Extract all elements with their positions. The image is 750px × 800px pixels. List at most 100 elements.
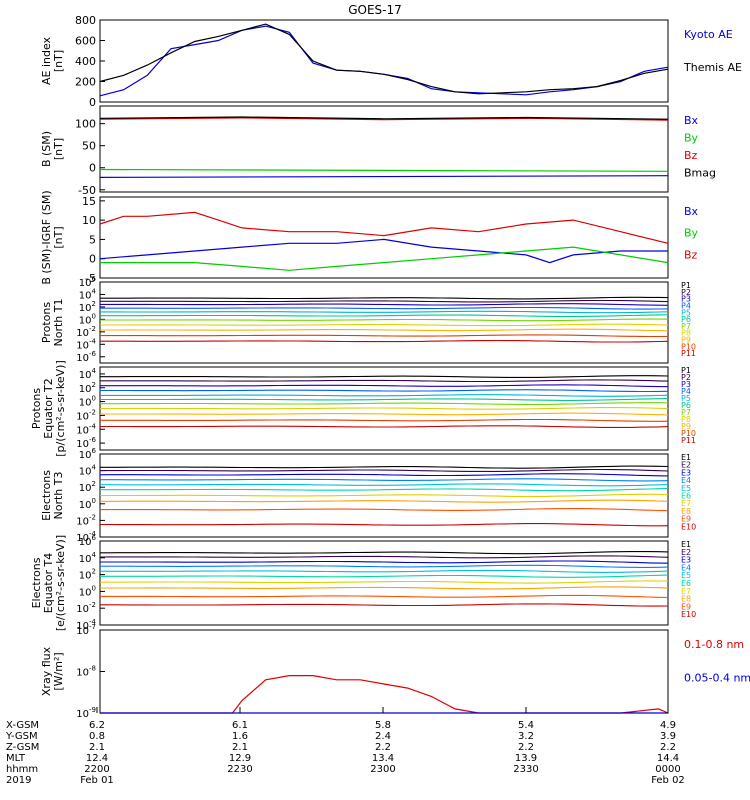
axis-row-value: 6.1 — [232, 720, 248, 731]
y-tick-exponent: 0 — [92, 584, 96, 592]
axis-row-value: 12.9 — [229, 753, 251, 764]
channel-p1 — [100, 375, 669, 378]
legend-bmag: Bmag — [684, 167, 716, 180]
y-tick-exponent: -2 — [89, 325, 96, 333]
legend-e6: E6 — [681, 579, 691, 588]
axis-row-value: 2330 — [513, 764, 538, 775]
channel-p4 — [100, 389, 669, 393]
y-tick-exponent: -2 — [89, 513, 96, 521]
legend-e9: E9 — [681, 602, 691, 611]
y-axis-label: ElectronsNorth T3 — [40, 470, 65, 521]
y-tick-exponent: -7 — [89, 623, 96, 631]
y-tick-exponent: 4 — [92, 464, 97, 472]
y-tick-label: 100 — [79, 497, 96, 511]
y-tick-label: 10-4 — [76, 422, 96, 436]
y-tick-label: 0 — [89, 253, 96, 266]
axis-row-value: 3.9 — [660, 731, 676, 742]
legend-by: By — [684, 132, 699, 145]
axis-row-value: 1.6 — [232, 731, 248, 742]
legend-e5: E5 — [681, 571, 691, 580]
channel-p3 — [100, 303, 669, 306]
channel-p5 — [100, 310, 669, 314]
legend-e1: E1 — [681, 453, 691, 462]
y-tick-exponent: 2 — [92, 568, 96, 576]
axis-row-value: 13.4 — [372, 753, 394, 764]
panel-frame — [99, 629, 669, 714]
legend-themis-ae: Themis AE — [683, 61, 742, 74]
channel-e1 — [100, 465, 669, 469]
channel-p6 — [100, 398, 669, 401]
axis-row-value: 0000 — [655, 764, 680, 775]
plot-title: GOES-17 — [348, 3, 402, 17]
y-tick-label: 15 — [82, 195, 96, 208]
axis-row-value: 13.9 — [515, 753, 537, 764]
legend-e3: E3 — [681, 556, 691, 565]
y-tick-exponent: 0 — [92, 395, 96, 403]
channel-p11 — [100, 425, 669, 428]
legend-p1: P1 — [681, 281, 691, 290]
legend-p8: P8 — [681, 415, 691, 424]
y-tick-label: 100 — [79, 584, 96, 598]
channel-e9 — [100, 594, 669, 599]
legend-p4: P4 — [681, 387, 691, 396]
y-axis-label-line: Equator T4 — [42, 553, 55, 613]
y-tick-label: 10-2 — [76, 408, 96, 422]
y-tick-exponent: 6 — [92, 534, 97, 542]
y-tick-exponent: 2 — [92, 300, 96, 308]
y-axis-label-line: [nT] — [52, 50, 65, 72]
y-tick-label: 106 — [79, 447, 97, 461]
panel-frame — [99, 540, 669, 626]
y-tick-label: 5 — [89, 233, 96, 246]
channel-p10 — [100, 418, 669, 422]
y-axis-label-line: [p/(cm²-s-sr-keV)] — [54, 360, 67, 457]
y-tick-exponent: 2 — [92, 381, 96, 389]
channel-p10 — [100, 334, 669, 338]
y-tick-exponent: -4 — [89, 618, 97, 626]
axis-row-value: 2.4 — [375, 731, 391, 742]
y-tick-label: 800 — [75, 14, 96, 27]
y-axis-label-line: [W/m²] — [52, 652, 65, 690]
axis-row-value: 14.4 — [657, 753, 679, 764]
y-axis-label: ProtonsNorth T1 — [40, 299, 65, 347]
y-tick-exponent: -6 — [89, 350, 97, 358]
channel-e7 — [100, 493, 669, 497]
series-by — [99, 168, 669, 172]
y-tick-label: -5 — [85, 272, 96, 285]
series-bz — [99, 211, 669, 244]
axis-row-value: Feb 02 — [651, 775, 685, 786]
channel-p3 — [100, 384, 669, 388]
channel-e2 — [99, 555, 669, 559]
y-tick-label: 104 — [79, 367, 97, 381]
y-tick-exponent: 4 — [92, 367, 97, 375]
series-bmag — [99, 116, 669, 120]
axis-row-value: 2.2 — [375, 742, 391, 753]
channel-e5 — [100, 483, 669, 487]
channel-p4 — [100, 306, 669, 310]
y-tick-label: 100 — [75, 118, 96, 131]
legend-0-05-0-4-nm: 0.05-0.4 nm — [684, 672, 750, 685]
x-axis-table: X-GSM 6.2 6.1 5.8 5.4 4.9 Y-GSM 0.8 1.6 2.4 3.2 3.9… — [5, 707, 685, 786]
y-axis-label-line: [e/(cm²-s-sr-keV)] — [54, 535, 67, 631]
channel-p9 — [100, 412, 669, 416]
channel-e10 — [100, 523, 669, 527]
legend-p11: P11 — [681, 349, 696, 358]
axis-row-value: 3.2 — [518, 731, 534, 742]
axis-row-label: MLT — [6, 753, 26, 764]
legend-e7: E7 — [681, 587, 691, 596]
axis-row-value: 5.8 — [375, 720, 391, 731]
y-axis-label-line: B (SM)-IGRF (SM) — [40, 190, 53, 284]
legend-p9: P9 — [681, 422, 691, 431]
y-tick-label: 102 — [79, 381, 96, 395]
legend-kyoto-ae: Kyoto AE — [684, 28, 733, 41]
legend-0-1-0-8-nm: 0.1-0.8 nm — [684, 638, 744, 651]
legend-e10: E10 — [681, 522, 696, 531]
channel-e3 — [100, 560, 669, 564]
legend-by: By — [684, 227, 699, 240]
axis-row-value: 2.1 — [89, 742, 105, 753]
legend-p10: P10 — [681, 342, 696, 351]
y-axis-label-line: Protons — [40, 302, 53, 343]
y-tick-label: -50 — [78, 184, 96, 197]
series-kyoto-ae — [99, 25, 669, 97]
